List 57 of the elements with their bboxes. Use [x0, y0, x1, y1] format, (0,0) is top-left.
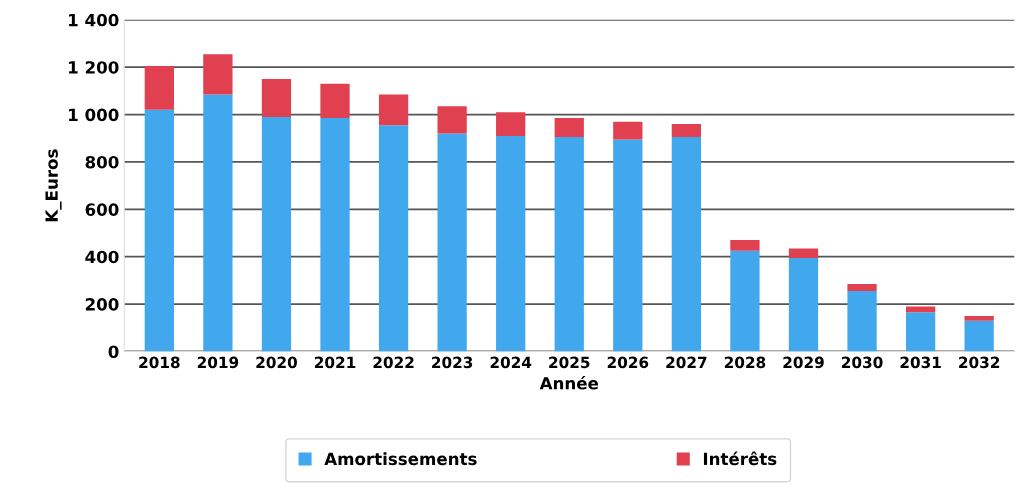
bar: [847, 291, 877, 352]
x-tick-label: 2030: [841, 356, 883, 369]
bar: [144, 65, 174, 110]
legend-label: Amortissements: [324, 452, 477, 466]
bar: [554, 137, 584, 352]
y-axis-title: K_Euros: [45, 149, 62, 222]
legend-label: Intérêts: [703, 451, 777, 466]
bar: [496, 135, 526, 352]
bar: [730, 250, 760, 352]
x-tick-label: 2026: [607, 356, 649, 369]
x-tick-label: 2022: [373, 356, 414, 369]
y-tick-label: 400: [85, 250, 119, 264]
x-tick-label: 2020: [256, 356, 297, 369]
bar: [613, 139, 643, 352]
bar: [905, 312, 936, 352]
x-tick-label: 2027: [666, 356, 707, 369]
bar: [320, 118, 350, 352]
y-tick-label: 600: [85, 203, 119, 216]
y-tick-label: 800: [85, 155, 119, 169]
bar: [788, 248, 819, 258]
y-tick-label: 1 000: [69, 108, 119, 122]
bar: [554, 118, 584, 138]
x-tick-label: 2031: [900, 356, 941, 369]
x-tick-label: 2023: [432, 356, 473, 369]
bar: [905, 306, 936, 313]
bar: [437, 106, 467, 134]
bar: [203, 54, 233, 95]
x-tick-label: 2029: [783, 356, 824, 369]
x-tick-label: 2025: [549, 356, 590, 369]
x-tick-label: 2021: [314, 356, 356, 369]
bar: [261, 79, 292, 117]
bar: [437, 133, 467, 352]
x-tick-label: 2019: [197, 356, 239, 369]
x-tick-label: 2024: [490, 356, 532, 369]
bar: [378, 125, 409, 352]
bar: [847, 283, 877, 292]
bar: [320, 83, 350, 119]
bar: [730, 240, 760, 251]
bar: [964, 320, 994, 352]
x-tick-label: 2028: [724, 356, 766, 369]
bar: [613, 121, 643, 140]
bar: [788, 257, 819, 352]
bar: [203, 94, 233, 352]
bar: [378, 94, 409, 126]
bar: [144, 109, 174, 352]
y-tick-label: 1 200: [69, 61, 119, 74]
x-tick-label: 2018: [139, 356, 180, 369]
y-tick-label: 0: [108, 345, 119, 359]
bar: [671, 137, 702, 352]
bar: [496, 112, 526, 136]
bar: [671, 124, 702, 138]
y-tick-label: 1 400: [69, 13, 119, 27]
x-tick-label: 2032: [959, 356, 1000, 369]
bar: [261, 116, 292, 352]
x-axis-title: Année: [539, 375, 599, 390]
bar: [964, 315, 994, 321]
y-tick-label: 200: [85, 298, 119, 311]
